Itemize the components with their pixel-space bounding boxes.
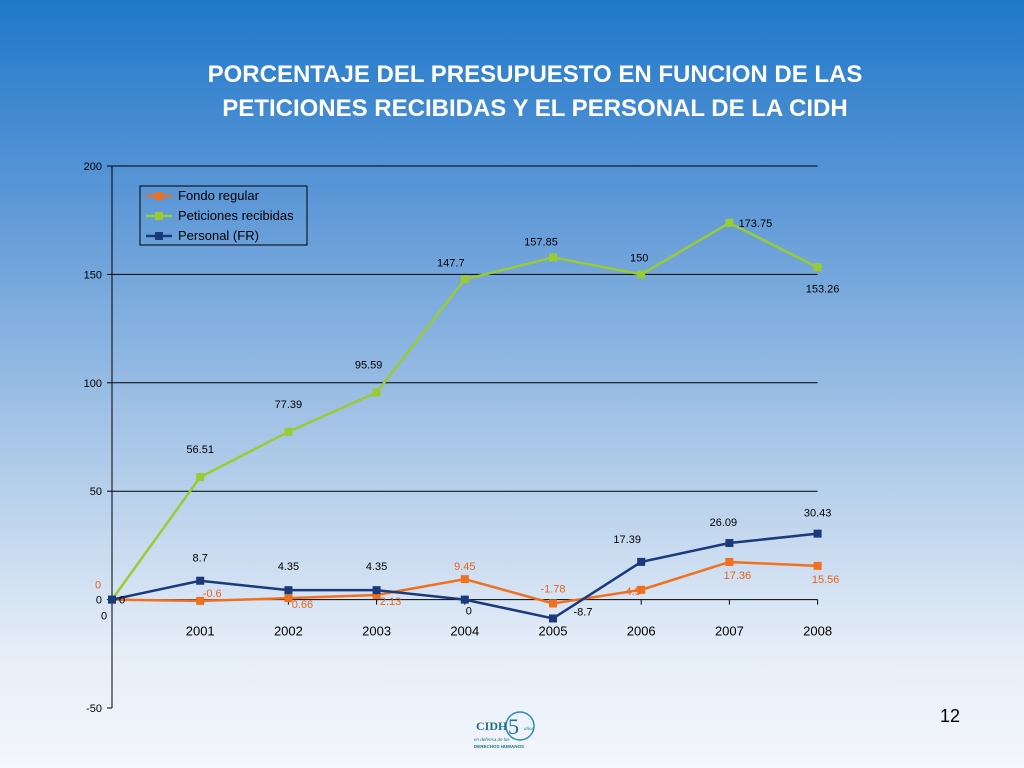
data-point-marker	[637, 270, 646, 279]
chart-legend: Fondo regular Peticiones recibidas Persona…	[139, 185, 308, 246]
data-point-marker	[549, 614, 557, 623]
data-label: 153.26	[806, 283, 840, 295]
data-label: 30.43	[804, 508, 832, 520]
data-point-marker	[725, 218, 734, 227]
data-point-marker	[725, 539, 734, 548]
logo-anos: años	[524, 727, 534, 732]
data-point-marker	[372, 590, 381, 599]
data-point-marker	[196, 576, 205, 585]
page-number: 12	[939, 706, 961, 726]
data-label: 0	[466, 606, 472, 618]
cidh-logo: 5 CIDH años en defensa de los DERECHOS H…	[474, 711, 535, 749]
x-tick-label: 2002	[274, 624, 303, 639]
data-point-marker	[284, 427, 293, 436]
data-point-marker	[284, 594, 293, 603]
x-origin-label: 0	[101, 611, 107, 623]
data-point-marker	[637, 585, 646, 594]
data-labels: 0 -0.6 0.66 2.13 9.45 -1.78 4.5 17.36 15.56 56.51…	[95, 218, 839, 619]
y-tick-label: 150	[84, 269, 102, 281]
data-point-marker	[725, 557, 734, 566]
data-point-marker	[196, 473, 205, 482]
data-label: 173.75	[739, 218, 773, 230]
data-label: 150	[630, 252, 648, 264]
data-label: -1.78	[540, 583, 565, 595]
data-point-marker	[460, 275, 469, 284]
legend-box	[139, 185, 308, 246]
title-line-1: PORCENTAJE DEL PRESUPUESTO EN FUNCION DE…	[207, 61, 863, 88]
x-tick-label: 2001	[186, 624, 215, 639]
legend-label: Fondo regular	[178, 188, 260, 203]
data-label: 26.09	[710, 517, 738, 529]
data-point-marker	[549, 253, 557, 262]
data-point-marker	[549, 599, 557, 608]
x-tick-label: 2005	[539, 624, 568, 639]
y-tick-label: 0	[96, 595, 102, 607]
data-label: 4.5	[626, 586, 641, 598]
logo-tagline-2: DERECHOS HUMANOS	[474, 744, 524, 749]
logo-tagline-1: en defensa de los	[474, 737, 510, 742]
x-tick-label: 2003	[362, 624, 391, 639]
logo-ring-icon	[505, 711, 535, 741]
data-label: 0	[95, 580, 101, 592]
legend-label: Peticiones recibidas	[178, 208, 294, 223]
data-label: 147.7	[437, 257, 465, 269]
data-label: 56.51	[186, 444, 214, 456]
legend-swatch-marker	[155, 192, 163, 200]
data-point-marker	[813, 561, 822, 570]
data-point-marker	[284, 586, 293, 595]
slide-title: PORCENTAJE DEL PRESUPUESTO EN FUNCION DE…	[90, 58, 980, 126]
x-tick-label: 2006	[627, 624, 656, 639]
y-tick-label: 50	[90, 486, 102, 498]
logo-name: CIDH	[476, 719, 508, 733]
axes: 200 150 100 50 0 -50 2001 2002 2003 2004 2005 2006 2…	[84, 161, 832, 715]
y-tick-label: 100	[84, 378, 102, 390]
data-point-marker	[196, 596, 205, 605]
data-point-marker	[813, 263, 822, 272]
x-tick-label: 2007	[715, 624, 744, 639]
data-label: -8.7	[574, 606, 593, 618]
y-tick-label: 200	[84, 161, 102, 173]
data-label: 0	[119, 595, 125, 607]
data-point-marker	[460, 595, 469, 604]
x-tick-label: 2004	[450, 624, 479, 639]
data-point-marker	[372, 586, 381, 595]
data-label: 0.66	[292, 599, 313, 611]
legend-label: Personal (FR)	[178, 228, 259, 243]
legend-swatch-marker	[155, 232, 163, 240]
data-label: 15.56	[812, 574, 840, 586]
data-label: 4.35	[278, 561, 299, 573]
data-label: 9.45	[454, 561, 475, 573]
data-label: 2.13	[380, 596, 401, 608]
data-label: 4.35	[366, 561, 387, 573]
series-lines	[108, 218, 822, 623]
data-label: 17.36	[724, 570, 752, 582]
data-label: 8.7	[193, 553, 208, 565]
data-point-marker	[460, 575, 469, 584]
x-tick-label: 2008	[803, 624, 832, 639]
data-point-marker	[813, 529, 822, 538]
data-label: 17.39	[613, 534, 641, 546]
data-label: 157.85	[524, 236, 558, 248]
data-label: 77.39	[275, 399, 303, 411]
data-label: 95.59	[355, 359, 383, 371]
data-label: -0.6	[203, 588, 222, 600]
title-line-2: PETICIONES RECIBIDAS Y EL PERSONAL DE LA…	[222, 95, 848, 122]
data-point-marker	[108, 595, 116, 604]
y-tick-label: -50	[86, 703, 102, 715]
data-point-marker	[372, 388, 381, 397]
legend-swatch-marker	[155, 212, 163, 220]
data-point-marker	[637, 557, 646, 566]
logo-50-mark: 5	[508, 714, 519, 739]
